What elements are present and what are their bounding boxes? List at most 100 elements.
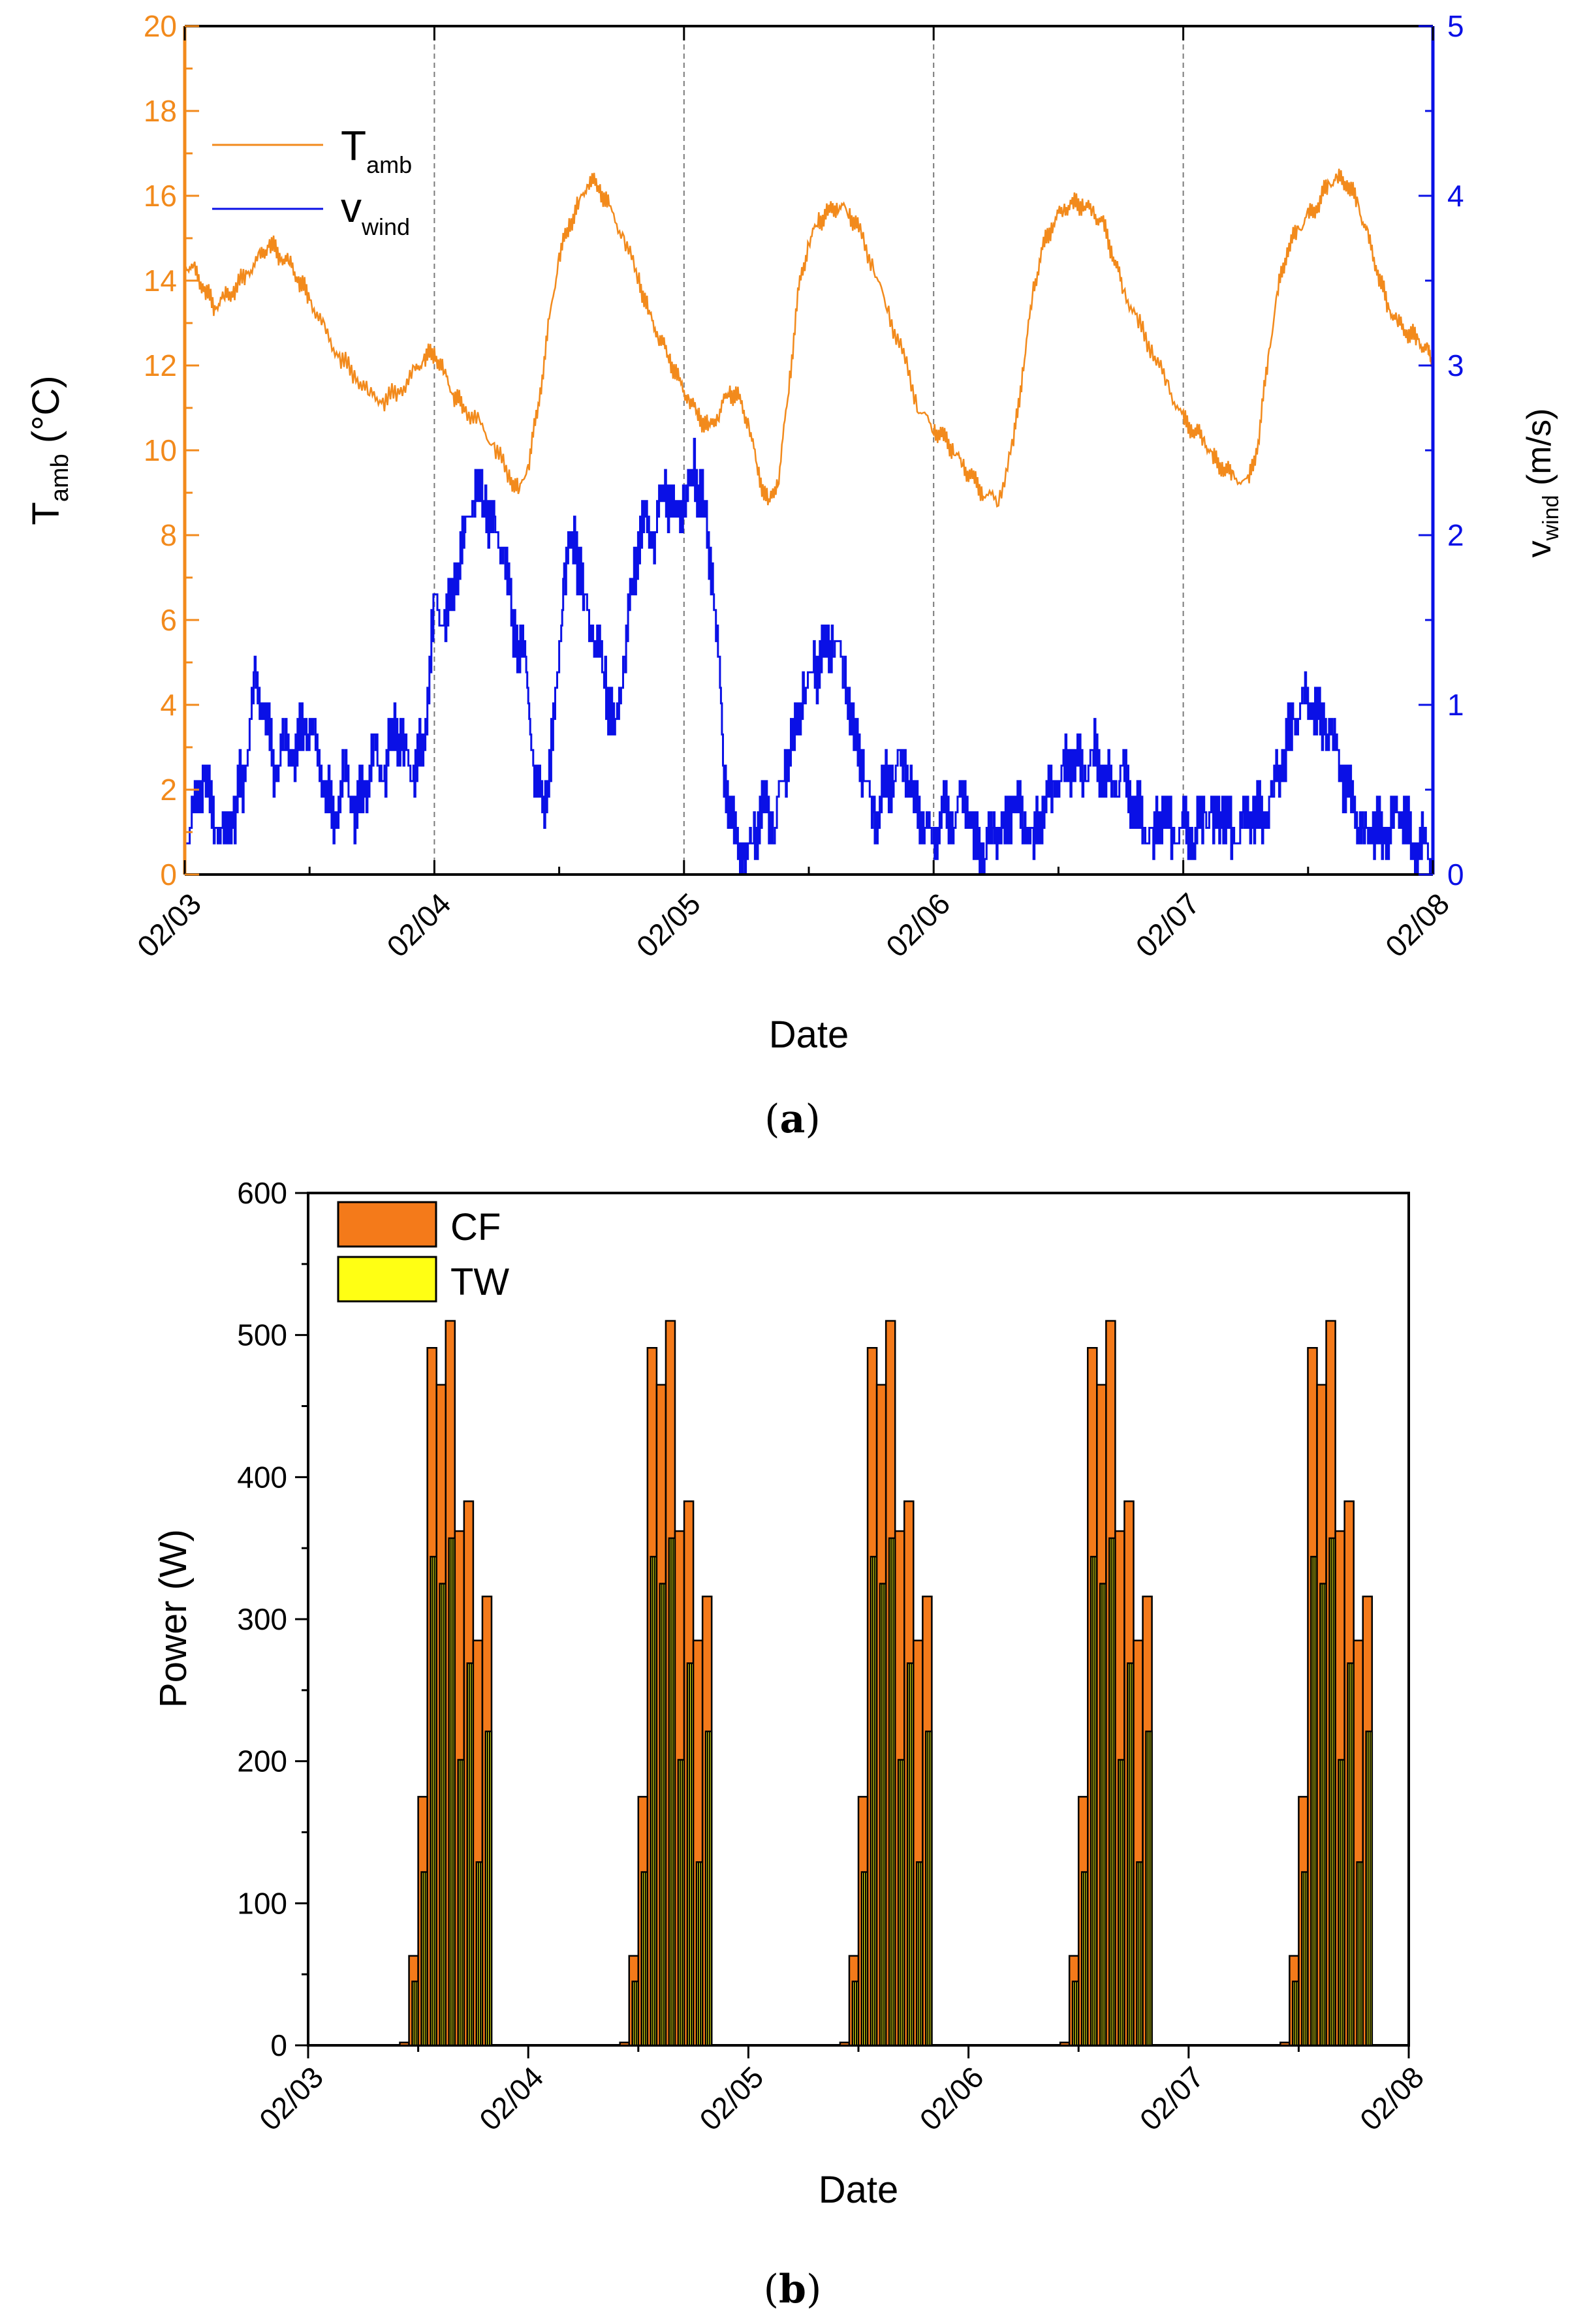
- bar-cf-day1-h10: [619, 2041, 631, 2047]
- legend-wind-sub: wind: [361, 213, 410, 240]
- legend-temperature-main: T: [341, 122, 366, 169]
- y-tick-label-4: 400: [237, 1460, 287, 1494]
- y-tick-label-2: 200: [237, 1744, 287, 1778]
- left-y-tick-label-6: 12: [144, 349, 177, 382]
- caption-a-letter: a: [780, 1096, 806, 1142]
- x-ticks: 02/03 02/04 02/05 02/06 02/07 02/08: [253, 2045, 1430, 2137]
- bar-tw-day4-h18: [1356, 1861, 1364, 2047]
- x-tick-label-3: 02/06: [879, 886, 956, 963]
- bar-tw-day2-h19: [925, 1730, 933, 2047]
- bar-tw-day0-h12: [420, 1871, 428, 2047]
- caption-a-open: (: [764, 1096, 779, 1142]
- caption-b: (b): [764, 2267, 822, 2312]
- x-tick-label-0: 02/03: [131, 886, 208, 963]
- left-axis-title-main: T: [25, 502, 67, 525]
- legend-tw-swatch: [337, 1256, 437, 1303]
- bar-tw-day2-h13: [870, 1555, 878, 2047]
- left-y-tick-label-3: 6: [160, 603, 177, 637]
- x-tick-label-2: 02/05: [693, 2060, 770, 2137]
- left-y-tick-label-4: 8: [160, 518, 177, 552]
- right-y-tick-label-5: 5: [1447, 9, 1464, 43]
- bar-tw-day3-h13: [1090, 1555, 1098, 2047]
- right-axis-title-main: v: [1520, 540, 1558, 557]
- bar-tw-day2-h18: [915, 1861, 924, 2047]
- left-y-tick-label-2: 4: [160, 688, 177, 722]
- right-y-ticks: 0 1 2 3 4 5: [1419, 9, 1464, 891]
- bar-tw-day1-h12: [640, 1871, 649, 2047]
- bar-tw-day3-h17: [1127, 1662, 1135, 2047]
- x-axis-title: Date: [769, 1014, 849, 1056]
- caption-a: (a): [764, 1096, 821, 1142]
- left-y-tick-label-9: 18: [144, 94, 177, 128]
- bar-tw-day3-h11: [1071, 1980, 1080, 2047]
- bar-tw-day4-h12: [1301, 1871, 1309, 2047]
- temperature-line: [183, 168, 1434, 508]
- bar-tw-day3-h18: [1136, 1861, 1144, 2047]
- right-axis-title: vwind (m/s): [1520, 409, 1563, 558]
- left-axis-title-unit: (°C): [25, 375, 67, 454]
- y-tick-label-6: 600: [237, 1176, 287, 1210]
- bar-tw-day1-h14: [659, 1583, 667, 2047]
- bar-tw-day4-h13: [1310, 1555, 1318, 2047]
- caption-a-close: ): [805, 1096, 820, 1142]
- left-y-tick-label-7: 14: [144, 264, 177, 298]
- bar-tw-day3-h14: [1099, 1583, 1107, 2047]
- left-axis-title-sub: amb: [46, 454, 74, 502]
- legend-wind-label: vwind: [341, 184, 410, 240]
- x-tick-label-1: 02/04: [380, 886, 457, 963]
- right-y-tick-label-1: 1: [1447, 688, 1464, 722]
- y-axis-title: Power (W): [152, 1529, 195, 1708]
- bar-tw-day1-h13: [650, 1555, 658, 2047]
- bar-tw-day0-h19: [484, 1730, 493, 2047]
- bar-tw-day3-h15: [1108, 1537, 1116, 2047]
- chart-a: 02/03 02/04 02/05 02/06 02/07 02/08 024681012…: [25, 9, 1563, 1142]
- right-axis-title-unit: (m/s): [1520, 409, 1558, 495]
- x-tick-label-3: 02/06: [913, 2060, 990, 2137]
- left-y-tick-label-0: 0: [160, 858, 177, 891]
- x-tick-label-0: 02/03: [253, 2060, 330, 2137]
- x-axis-title: Date: [819, 2169, 899, 2211]
- bar-tw-day1-h19: [704, 1730, 713, 2047]
- bar-cf-day2-h10: [839, 2041, 851, 2047]
- bar-tw-day3-h19: [1145, 1730, 1153, 2047]
- left-y-tick-label-1: 2: [160, 773, 177, 807]
- y-ticks: 0 100 200 300 400 500 600: [237, 1176, 308, 2062]
- bars: [399, 1320, 1373, 2047]
- left-y-tick-label-8: 16: [144, 179, 177, 213]
- bar-tw-day1-h17: [686, 1662, 695, 2047]
- right-y-tick-label-2: 2: [1447, 518, 1464, 552]
- temperature-series: [183, 168, 1434, 508]
- legend-cf-label: CF: [450, 1206, 501, 1248]
- bar-tw-day2-h16: [897, 1759, 905, 2047]
- bar-tw-day0-h18: [475, 1861, 484, 2047]
- y-tick-label-5: 500: [237, 1318, 287, 1352]
- bar-cf-day0-h10: [399, 2041, 410, 2047]
- bar-tw-day4-h16: [1338, 1759, 1345, 2047]
- legend-cf-swatch: [337, 1201, 437, 1248]
- right-y-tick-label-4: 4: [1447, 179, 1464, 213]
- bar-tw-day3-h12: [1080, 1871, 1089, 2047]
- x-tick-label-4: 02/07: [1133, 2060, 1210, 2137]
- bar-tw-day1-h18: [695, 1861, 704, 2047]
- bar-tw-day2-h12: [860, 1871, 869, 2047]
- bar-tw-day2-h15: [888, 1537, 896, 2047]
- legend-tw-label: TW: [450, 1261, 509, 1303]
- bar-cf-day3-h10: [1059, 2041, 1071, 2047]
- caption-b-letter: b: [779, 2267, 806, 2312]
- bar-tw-day0-h16: [457, 1759, 465, 2047]
- bar-tw-day4-h11: [1292, 1980, 1300, 2047]
- x-tick-label-4: 02/07: [1129, 886, 1206, 963]
- bar-tw-day0-h17: [466, 1662, 475, 2047]
- caption-b-open: (: [764, 2267, 779, 2312]
- legend-temperature-label: Tamb: [341, 122, 412, 178]
- left-axis-title: Tamb (°C): [25, 375, 74, 525]
- bar-tw-day4-h14: [1319, 1583, 1327, 2047]
- y-tick-label-0: 0: [270, 2028, 287, 2062]
- bar-tw-day0-h13: [430, 1555, 437, 2047]
- bar-tw-day3-h16: [1118, 1759, 1125, 2047]
- x-tick-label-5: 02/08: [1379, 886, 1456, 963]
- bar-tw-day0-h14: [439, 1583, 447, 2047]
- x-tick-label-5: 02/08: [1353, 2060, 1430, 2137]
- right-y-tick-label-3: 3: [1447, 349, 1464, 382]
